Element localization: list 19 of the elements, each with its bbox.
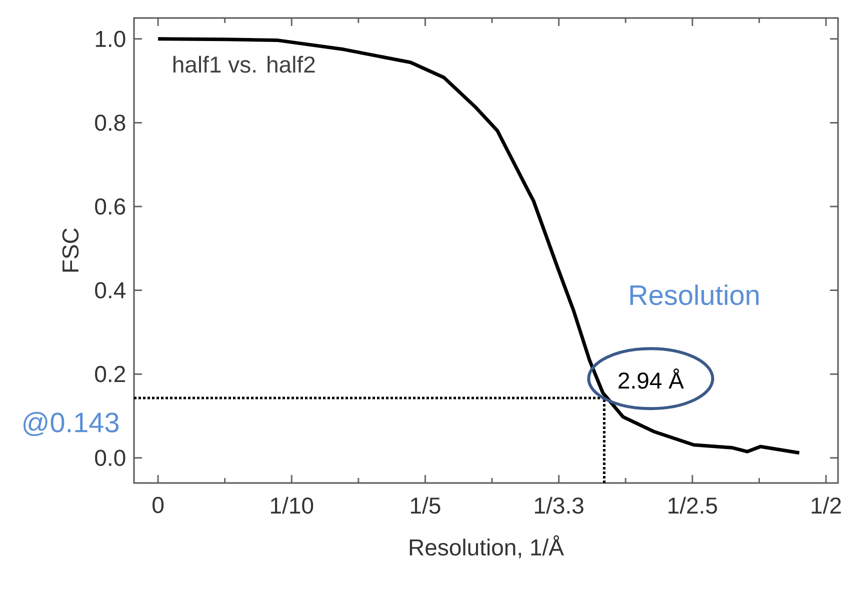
y-tick-label: 0.6 <box>95 198 126 215</box>
line-series <box>156 37 802 455</box>
ref-line-label: @0.143 <box>24 412 119 436</box>
x-tick-label: 0 <box>152 496 164 514</box>
x-axis-title: Resolution, 1/Å <box>410 535 564 558</box>
y-tick-label: 1.0 <box>96 30 126 48</box>
x-tick-label: 1/10 <box>271 496 314 514</box>
annotation: half1 vs. half2 <box>173 56 315 73</box>
x-tick-label: 1/2.5 <box>668 496 718 514</box>
y-tick-label: 0.2 <box>95 366 125 382</box>
y-tick-label: 0.0 <box>95 450 126 466</box>
annotation: Resolution <box>630 284 759 306</box>
x-tick-label: 1/3.3 <box>534 496 584 514</box>
annotation: 2.94 Å <box>618 368 684 389</box>
y-axis-title: FSC <box>62 228 79 272</box>
y-tick-label: 0.4 <box>95 282 126 298</box>
x-tick-label: 1/5 <box>410 496 440 514</box>
x-tick-label: 1/2 <box>812 496 841 514</box>
y-tick-label: 0.8 <box>95 114 126 131</box>
